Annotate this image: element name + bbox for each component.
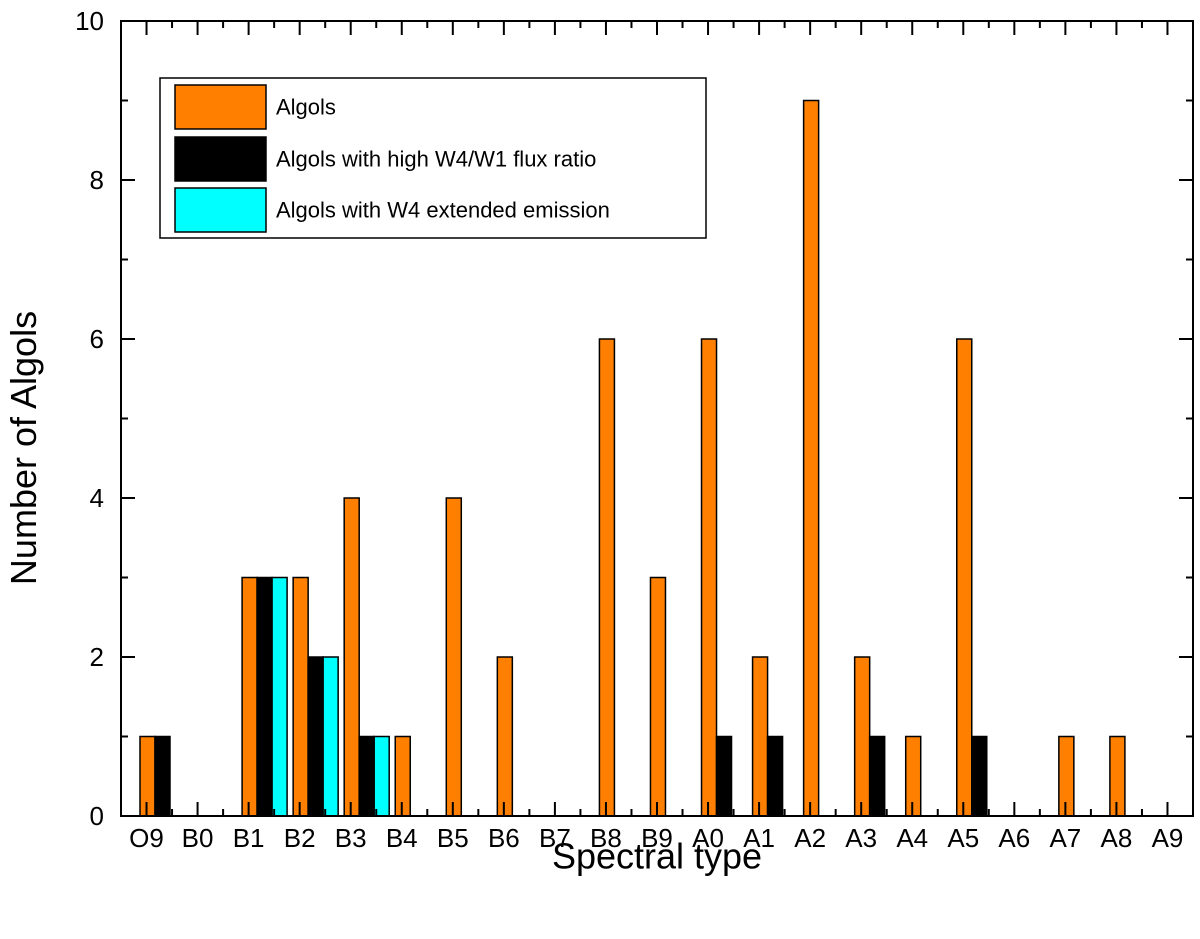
x-tick-label-O9: O9 bbox=[129, 823, 164, 853]
bar-A1-series-0 bbox=[751, 656, 769, 817]
x-tick-label-B0: B0 bbox=[182, 823, 214, 853]
bar-B2-series-1 bbox=[307, 656, 324, 817]
legend: Algols Algols with high W4/W1 flux ratio… bbox=[159, 77, 707, 239]
x-tick-label-A3: A3 bbox=[845, 823, 877, 853]
bar-A3-series-0 bbox=[853, 656, 871, 817]
x-tick-label-B4: B4 bbox=[386, 823, 418, 853]
y-axis-title: Number of Algols bbox=[3, 311, 44, 585]
bar-A5-series-1 bbox=[971, 735, 988, 817]
x-tick-label-A6: A6 bbox=[998, 823, 1030, 853]
legend-label-high-w4w1: Algols with high W4/W1 flux ratio bbox=[276, 147, 596, 172]
legend-swatch-algols bbox=[174, 84, 267, 130]
x-axis-title: Spectral type bbox=[552, 835, 762, 876]
bar-A3-series-1 bbox=[868, 735, 886, 817]
x-tick-label-B3: B3 bbox=[335, 823, 367, 853]
x-tick-label-B5: B5 bbox=[437, 823, 469, 853]
x-tick-label-B7: B7 bbox=[539, 823, 571, 853]
bar-B5-series-0 bbox=[445, 497, 463, 817]
bar-B1-series-0 bbox=[241, 576, 258, 817]
legend-label-w4-extended: Algols with W4 extended emission bbox=[276, 198, 610, 223]
ticks-group bbox=[121, 20, 1193, 817]
plot-frame bbox=[120, 20, 1194, 817]
x-tick-label-A9: A9 bbox=[1152, 823, 1184, 853]
x-tick-label-A8: A8 bbox=[1101, 823, 1133, 853]
x-tick-labels: O9 B0 B1 B2 B3 B4 B5 B6 B7 B8 B9 A0 A1 A2 A3 A4 A5 A6 A7 A8… bbox=[129, 823, 1183, 853]
y-tick-label-8: 8 bbox=[90, 165, 104, 195]
bar-A5-series-0 bbox=[956, 338, 973, 817]
y-tick-label-2: 2 bbox=[90, 642, 104, 672]
y-tick-label-0: 0 bbox=[90, 801, 104, 831]
bar-B1-series-2 bbox=[271, 576, 288, 817]
bar-B2-series-0 bbox=[292, 576, 309, 817]
x-tick-label-B6: B6 bbox=[488, 823, 520, 853]
bar-B1-series-1 bbox=[256, 576, 273, 817]
x-tick-label-A2: A2 bbox=[794, 823, 826, 853]
x-tick-label-B2: B2 bbox=[284, 823, 316, 853]
x-tick-label-A1: A1 bbox=[743, 823, 775, 853]
bars-group bbox=[139, 99, 1126, 817]
y-tick-labels: 0 2 4 6 8 10 bbox=[75, 6, 104, 831]
y-tick-label-6: 6 bbox=[90, 324, 104, 354]
x-tick-label-B1: B1 bbox=[233, 823, 265, 853]
bar-A0-series-1 bbox=[715, 735, 733, 817]
bar-B8-series-0 bbox=[598, 338, 616, 817]
x-tick-label-A0: A0 bbox=[692, 823, 724, 853]
bar-B2-series-2 bbox=[322, 656, 339, 817]
x-tick-label-A5: A5 bbox=[947, 823, 979, 853]
x-tick-label-B8: B8 bbox=[590, 823, 622, 853]
bar-B3-series-2 bbox=[373, 735, 390, 817]
bar-O9-series-1 bbox=[154, 735, 171, 817]
y-tick-label-10: 10 bbox=[75, 6, 104, 36]
legend-swatch-high-w4w1 bbox=[174, 136, 267, 182]
x-tick-label-B9: B9 bbox=[641, 823, 673, 853]
y-tick-label-4: 4 bbox=[90, 483, 104, 513]
bar-B3-series-1 bbox=[358, 735, 375, 817]
legend-swatch-w4-extended bbox=[174, 187, 267, 233]
x-tick-label-A4: A4 bbox=[896, 823, 928, 853]
bar-B3-series-0 bbox=[343, 497, 360, 817]
legend-label-algols: Algols bbox=[276, 95, 336, 120]
bar-A0-series-0 bbox=[700, 338, 718, 817]
x-tick-label-A7: A7 bbox=[1049, 823, 1081, 853]
bar-A2-series-0 bbox=[802, 99, 820, 817]
bar-A1-series-1 bbox=[766, 735, 784, 817]
bar-B6-series-0 bbox=[496, 656, 514, 817]
bar-B9-series-0 bbox=[649, 576, 667, 817]
